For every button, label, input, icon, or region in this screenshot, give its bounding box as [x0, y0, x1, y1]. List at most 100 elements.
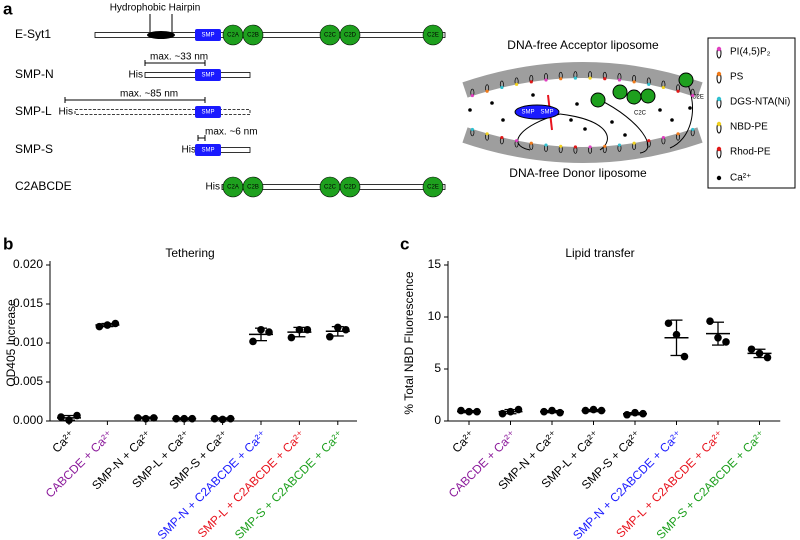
data-point — [249, 337, 257, 346]
lipid-head — [617, 78, 622, 82]
x-tick-label: Ca²⁺ — [449, 427, 477, 455]
y-tick-label: 0.010 — [13, 335, 43, 349]
domain-label: SMP — [201, 110, 214, 116]
lipid-head — [573, 145, 578, 149]
domain-label: C2E — [427, 185, 439, 191]
smp-complex — [514, 104, 560, 120]
y-tick-label: 0 — [434, 413, 441, 427]
lipid-head — [588, 76, 592, 80]
y-tick-label: 0.000 — [13, 413, 43, 427]
legend-label: DGS-NTA(Ni) — [730, 97, 790, 108]
lipid-head — [647, 82, 651, 86]
lipid-head — [514, 139, 519, 143]
lipid-head — [514, 82, 519, 86]
legend-label: Ca²⁺ — [730, 173, 751, 184]
c2-label: C2E — [692, 95, 704, 101]
smp-domain — [195, 106, 221, 118]
construct-backbone — [94, 32, 446, 38]
legend-label: Rhod-PE — [730, 147, 771, 158]
lipid-head — [470, 93, 474, 98]
construct-name: E-Syt1 — [15, 27, 51, 41]
c2-domain — [422, 176, 444, 198]
hairpin-label: Hydrophobic Hairpin — [110, 3, 201, 14]
lipid-head — [661, 135, 666, 140]
c2-domain — [612, 84, 628, 100]
domain-label: C2A — [227, 33, 239, 39]
panel-label: c — [400, 234, 409, 253]
data-point — [326, 332, 334, 341]
construct-backbone — [74, 109, 251, 115]
legend-icon — [716, 121, 722, 127]
chart-title: Tethering — [165, 246, 214, 260]
acceptor-membrane — [462, 62, 703, 98]
domain-label: C2C — [324, 185, 337, 191]
smp-domain — [195, 29, 221, 41]
span-label: max. ~6 nm — [205, 127, 258, 138]
donor-membrane — [462, 127, 703, 163]
panel-label: b — [3, 234, 13, 253]
lipid-head — [603, 77, 607, 81]
x-tick-label: CABCDE + Ca²⁺ — [43, 427, 116, 500]
legend-label: PS — [730, 72, 744, 83]
his-tag: His — [206, 182, 220, 193]
data-point — [623, 410, 631, 419]
legend-icon — [716, 175, 722, 181]
lipid-head — [559, 77, 563, 81]
span-label: max. ~85 nm — [120, 89, 178, 100]
tether — [669, 79, 693, 149]
legend-icon — [716, 146, 722, 152]
legend-icon — [716, 96, 722, 102]
legend-icon — [716, 46, 722, 52]
chart-title: Lipid transfer — [565, 246, 634, 260]
domain-label: C2D — [344, 33, 357, 39]
his-tag: His — [59, 107, 73, 118]
domain-label: SMP — [201, 148, 214, 154]
lipid-head — [559, 144, 563, 148]
lipid-head — [500, 135, 504, 140]
lipid-head — [691, 93, 695, 98]
lipid-head — [647, 139, 651, 143]
lipid-head — [529, 141, 533, 145]
y-tick-label: 10 — [428, 309, 442, 323]
legend-label: PI(4,5)P₂ — [730, 47, 771, 58]
data-point — [763, 353, 772, 362]
lipid-head — [544, 78, 548, 82]
c2-domain — [626, 89, 642, 105]
lipid-head — [500, 85, 504, 90]
domain-label: SMP — [201, 33, 214, 39]
c2-domain — [242, 176, 264, 198]
domain-label: C2C — [324, 33, 337, 39]
smp-domain — [195, 69, 221, 81]
domain-label: C2B — [247, 185, 259, 191]
lipid-head — [676, 132, 680, 136]
c2-domain — [640, 88, 656, 104]
smp-label: SMP — [540, 110, 553, 116]
legend-box — [707, 37, 796, 189]
data-point — [664, 319, 673, 328]
c2-domain — [339, 24, 361, 46]
x-tick-label: Ca²⁺ — [49, 427, 77, 455]
legend-icon — [716, 71, 722, 77]
data-point — [287, 333, 296, 342]
y-tick-label: 0.005 — [13, 374, 43, 388]
lipid-head — [470, 127, 474, 132]
donor-label: DNA-free Donor liposome — [509, 166, 647, 180]
lipid-head — [485, 132, 489, 136]
legend-label: NBD-PE — [730, 122, 768, 133]
calcium-ions — [468, 93, 692, 137]
domain-label: SMP — [201, 73, 214, 79]
y-axis-label: OD405 Increase — [4, 299, 18, 387]
domain-label: C2A — [227, 185, 239, 191]
y-tick-label: 0.020 — [13, 257, 43, 271]
data-point — [706, 317, 714, 325]
smp-label: SMP — [521, 110, 534, 116]
y-axis-label: % Total NBD Fluorescence — [402, 271, 416, 415]
span-label: max. ~33 nm — [150, 52, 208, 63]
c2-domain — [590, 92, 606, 108]
lipid-head — [544, 143, 548, 147]
lipid-head — [588, 145, 592, 149]
data-point — [556, 408, 564, 417]
lipids — [470, 71, 695, 154]
construct-name: SMP-L — [15, 104, 52, 118]
